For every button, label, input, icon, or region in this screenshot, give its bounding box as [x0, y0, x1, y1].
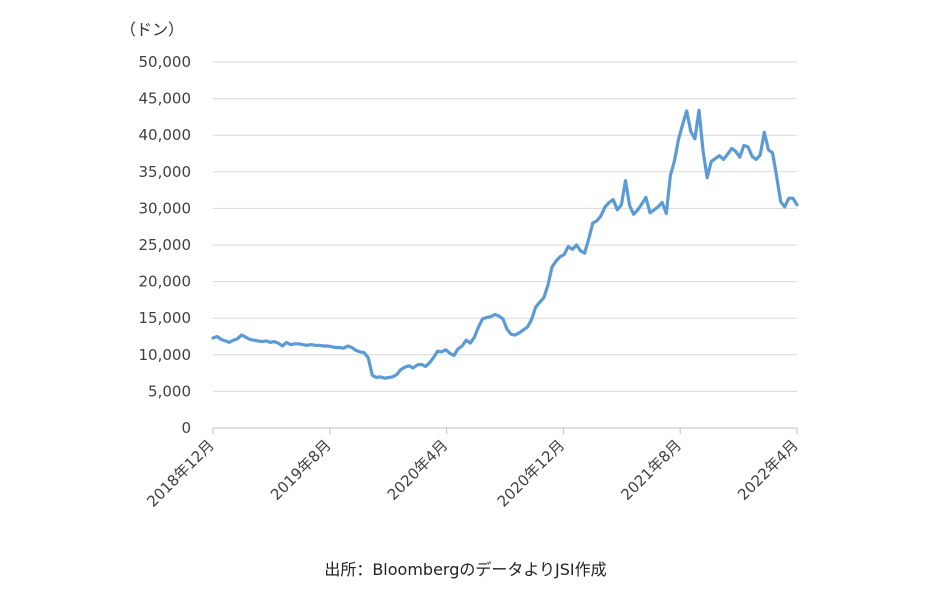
- x-tick-label: 2022年4月: [734, 436, 802, 504]
- y-axis-ticks: 0 5,000 10,000 15,000 20,000 25,000 30,000 35,0…: [139, 53, 192, 437]
- x-tick-label: 2020年4月: [384, 436, 452, 504]
- y-tick-label: 45,000: [139, 90, 192, 108]
- source-note: 出所：BloombergのデータよりJSI作成: [324, 560, 607, 579]
- y-tick-label: 15,000: [139, 309, 192, 327]
- x-axis-ticks: 2018年12月 2019年8月 2020年4月 2020年12月 2021年8月 202…: [143, 428, 802, 511]
- y-tick-label: 35,000: [139, 163, 192, 181]
- y-tick-label: 30,000: [139, 199, 192, 217]
- y-tick-label: 25,000: [139, 236, 192, 254]
- gridlines: [213, 61, 797, 429]
- x-tick-label: 2019年8月: [267, 436, 335, 504]
- y-tick-label: 10,000: [139, 346, 192, 364]
- y-tick-label: 20,000: [139, 273, 192, 291]
- x-tick-label: 2021年8月: [617, 436, 685, 504]
- y-tick-label: 50,000: [139, 53, 192, 71]
- y-tick-label: 0: [181, 419, 191, 437]
- x-tick-label: 2020年12月: [494, 436, 568, 510]
- x-tick-label: 2018年12月: [143, 436, 217, 510]
- series-layer: [211, 108, 799, 380]
- y-tick-label: 40,000: [139, 126, 192, 144]
- price-series-line: [211, 108, 799, 380]
- y-tick-label: 5,000: [148, 382, 191, 400]
- y-axis-unit-label: （ドン）: [120, 20, 185, 39]
